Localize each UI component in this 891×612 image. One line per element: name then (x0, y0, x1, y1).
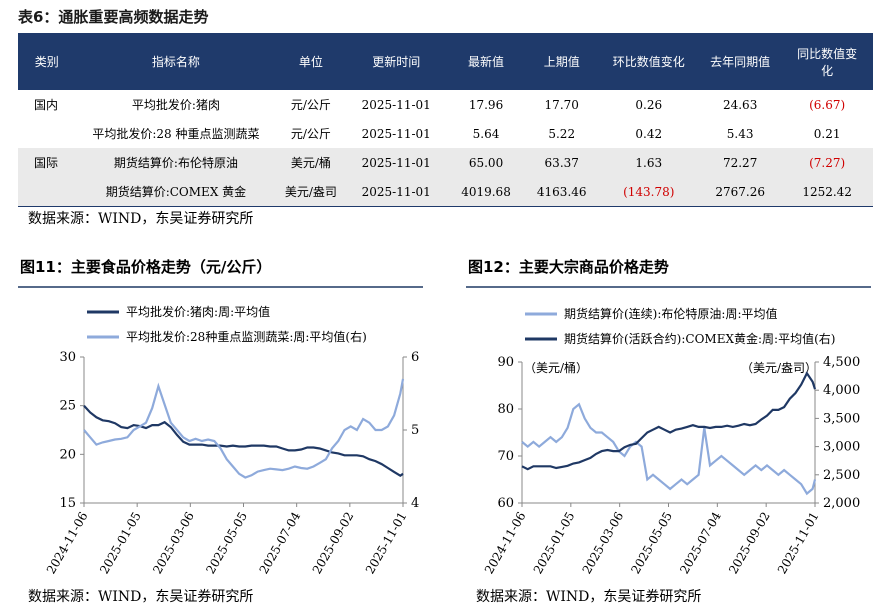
table-cell: 0.26 (635, 97, 663, 112)
table-cell: 0.42 (635, 126, 663, 141)
table-cell: 平均批发价:28 种重点监测蔬菜 (92, 127, 260, 141)
x-tick-label: 2025-03-06 (580, 510, 627, 577)
header-cell: 单位 (276, 33, 346, 90)
chart-title: 图11：主要食品价格走势（元/公斤） (20, 258, 271, 276)
table-cell: 2025-11-01 (345, 177, 448, 207)
header-cell: 同比数值变化 (781, 33, 873, 90)
table-cell: 1.63 (598, 148, 700, 177)
legend-label: 期货结算价(活跃合约):COMEX黄金:周:平均值(右) (564, 331, 835, 346)
table-cell: 国内 (34, 98, 59, 112)
y2-tick-label: 6 (411, 350, 419, 365)
header-cell: 更新时间 (345, 33, 448, 90)
table-cell: 24.63 (722, 97, 758, 112)
y-tick-label: 80 (497, 402, 514, 417)
header-cell: 环比数值变化 (598, 33, 700, 90)
table-cell: 2025-11-01 (361, 97, 431, 112)
table-title: 表6：通胀重要高频数据走势 (18, 8, 209, 26)
table-cell (18, 177, 76, 207)
table-cell: 5.43 (726, 126, 754, 141)
table-row: 平均批发价:28 种重点监测蔬菜 元/公斤 2025-11-01 5.64 5.22 0.… (18, 119, 873, 148)
x-tick-label: 2025-11-01 (775, 510, 822, 577)
y-axis-label: （美元/桶） (524, 360, 588, 375)
table-cell: (7.27) (781, 148, 873, 177)
data-table: 类别 指标名称 单位 更新时间 最新值 上期值 环比数值变化 去年同期值 同比数值变化 国内平均… (18, 33, 873, 207)
x-tick-label: 2025-05-05 (203, 510, 250, 577)
table-cell: 5.22 (548, 126, 576, 141)
x-tick-label: 2024-11-06 (482, 510, 529, 577)
x-tick-label: 2025-07-04 (257, 509, 304, 576)
x-tick-label: 2025-01-05 (531, 510, 578, 577)
x-tick-label: 2025-11-01 (363, 510, 410, 577)
table-cell: 2025-11-01 (361, 126, 431, 141)
table-cell: 65.00 (447, 148, 525, 177)
x-tick-label: 2025-09-02 (726, 510, 773, 577)
header-cell: 类别 (18, 33, 76, 90)
y-tick-label: 30 (59, 350, 76, 365)
y-tick-label: 70 (497, 449, 514, 464)
table-row: 国内 平均批发价:猪肉 元/公斤 2025-11-01 17.96 17.70 0.26 24… (18, 90, 873, 119)
y2-tick-label: 3,000 (823, 440, 860, 455)
y2-tick-label: 2,500 (823, 468, 860, 483)
header-cell: 上期值 (524, 33, 599, 90)
table-cell: 17.96 (468, 97, 504, 112)
x-tick-label: 2025-09-02 (310, 510, 357, 577)
table-cell: 5.64 (472, 126, 500, 141)
series-line (521, 402, 817, 496)
table-row: 国际 期货结算价:布伦特原油 美元/桶 2025-11-01 65.00 63.37 1.6… (18, 148, 873, 177)
chart-title: 图12：主要大宗商品价格走势 (468, 258, 669, 276)
legend-label: 期货结算价(连续):布伦特原油:周:平均值 (564, 306, 778, 321)
series-line (83, 378, 405, 479)
table-source: 数据来源：WIND，东吴证券研究所 (28, 211, 254, 227)
chart-source: 数据来源：WIND，东吴证券研究所 (476, 589, 701, 605)
table-cell: 72.27 (699, 148, 782, 177)
y-tick-label: 15 (59, 496, 76, 511)
x-tick-label: 2025-01-05 (97, 510, 144, 577)
table-cell: 63.37 (524, 148, 599, 177)
header-cell: 指标名称 (75, 33, 277, 90)
table-cell: 平均批发价:猪肉 (131, 98, 220, 112)
y-tick-label: 25 (59, 399, 76, 414)
table-cell: 4019.68 (447, 177, 525, 207)
table-cell: 期货结算价:布伦特原油 (75, 148, 277, 177)
table-cell: 美元/盎司 (276, 177, 346, 207)
series-line (83, 404, 404, 478)
series-line (521, 371, 817, 471)
table-cell: 元/公斤 (290, 98, 331, 112)
table-cell: 2767.26 (699, 177, 782, 207)
y2-tick-label: 4,500 (823, 355, 860, 370)
header-cell: 去年同期值 (699, 33, 782, 90)
y-tick-label: 90 (497, 355, 514, 370)
y2-tick-label: 3,500 (823, 411, 860, 426)
table-cell: 17.70 (544, 97, 579, 112)
x-tick-label: 2025-03-06 (150, 510, 197, 577)
y-tick-label: 60 (497, 496, 514, 511)
table-cell: 1252.42 (781, 177, 873, 207)
y2-axis-label: （美元/盎司） (741, 361, 817, 375)
table-cell: (143.78) (598, 177, 700, 207)
x-tick-label: 2024-11-06 (44, 510, 91, 577)
table-row: 期货结算价:COMEX 黄金 美元/盎司 2025-11-01 4019.68 4163… (18, 177, 873, 207)
table-cell: 美元/桶 (276, 148, 346, 177)
y2-tick-label: 2,000 (823, 496, 860, 511)
legend-label: 平均批发价:28种重点监测蔬菜:周:平均值(右) (126, 329, 367, 344)
x-tick-label: 2025-05-05 (628, 510, 675, 577)
header-cell: 最新值 (447, 33, 525, 90)
table-cell: 4163.46 (524, 177, 599, 207)
header-row: 类别 指标名称 单位 更新时间 最新值 上期值 环比数值变化 去年同期值 同比数值变化 (18, 33, 873, 90)
y2-tick-label: 5 (411, 423, 419, 438)
table-cell: 期货结算价:COMEX 黄金 (75, 177, 277, 207)
chart-source: 数据来源：WIND，东吴证券研究所 (28, 589, 253, 605)
y-tick-label: 20 (59, 447, 76, 462)
table-cell: 2025-11-01 (345, 148, 448, 177)
legend-label: 平均批发价:猪肉:周:平均值 (126, 304, 270, 319)
table-cell: 国际 (18, 148, 76, 177)
x-tick-label: 2025-07-04 (677, 509, 724, 576)
y2-tick-label: 4,000 (823, 383, 860, 398)
table-cell: 0.21 (813, 126, 841, 141)
y2-tick-label: 4 (411, 496, 419, 511)
table-cell: 元/公斤 (290, 127, 331, 141)
table-cell: (6.67) (809, 97, 846, 112)
